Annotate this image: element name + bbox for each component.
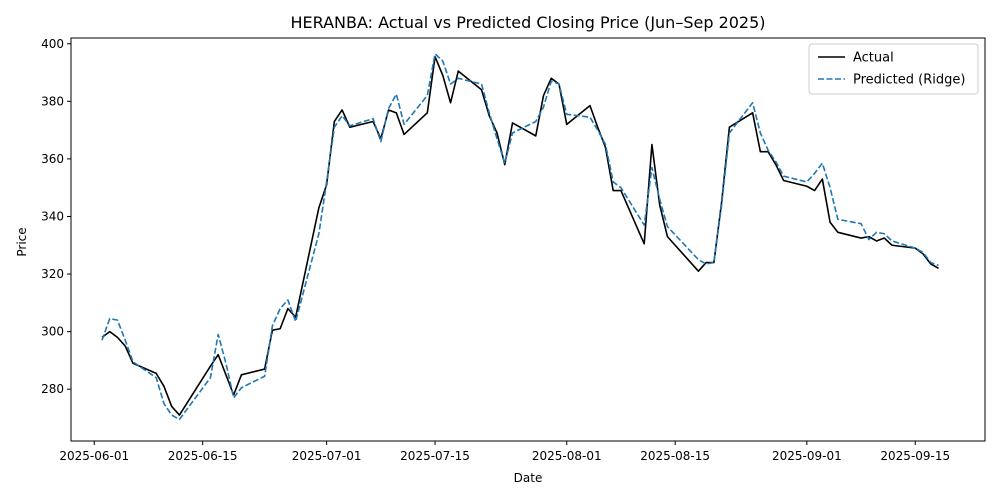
y-tick-label: 400	[41, 37, 64, 51]
y-tick-label: 300	[41, 325, 64, 339]
y-tick-label: 380	[41, 94, 64, 108]
x-tick-label: 2025-08-01	[532, 449, 602, 463]
y-tick-label: 360	[41, 152, 64, 166]
chart-title: HERANBA: Actual vs Predicted Closing Pri…	[290, 13, 765, 32]
legend: Actual Predicted (Ridge)	[808, 43, 979, 95]
plot-area: 2025-06-01 2025-06-15 2025-07-01 2025-07-15…	[41, 37, 986, 463]
x-axis: 2025-06-01 2025-06-15 2025-07-01 2025-07-15…	[59, 441, 950, 463]
axes-frame	[70, 37, 986, 442]
series-layer	[101, 53, 939, 421]
legend-label: Actual	[853, 51, 894, 66]
y-tick-label: 280	[41, 382, 64, 396]
series-line-actual	[101, 55, 939, 416]
y-tick-label: 340	[41, 209, 64, 223]
series-line-predicted	[101, 53, 939, 421]
x-tick-label: 2025-06-01	[59, 449, 129, 463]
y-tick-label: 320	[41, 267, 64, 281]
x-tick-label: 2025-09-01	[772, 449, 842, 463]
x-tick-label: 2025-07-01	[292, 449, 362, 463]
y-axis-label: Price	[15, 227, 29, 256]
x-axis-label: Date	[514, 471, 543, 485]
x-tick-label: 2025-08-15	[640, 449, 710, 463]
y-axis: 280 300 320 340 360 380 400	[41, 37, 71, 396]
x-tick-label: 2025-06-15	[168, 449, 238, 463]
legend-box	[808, 43, 979, 95]
legend-label: Predicted (Ridge)	[853, 73, 965, 88]
x-tick-label: 2025-09-15	[880, 449, 950, 463]
x-tick-label: 2025-07-15	[400, 449, 470, 463]
